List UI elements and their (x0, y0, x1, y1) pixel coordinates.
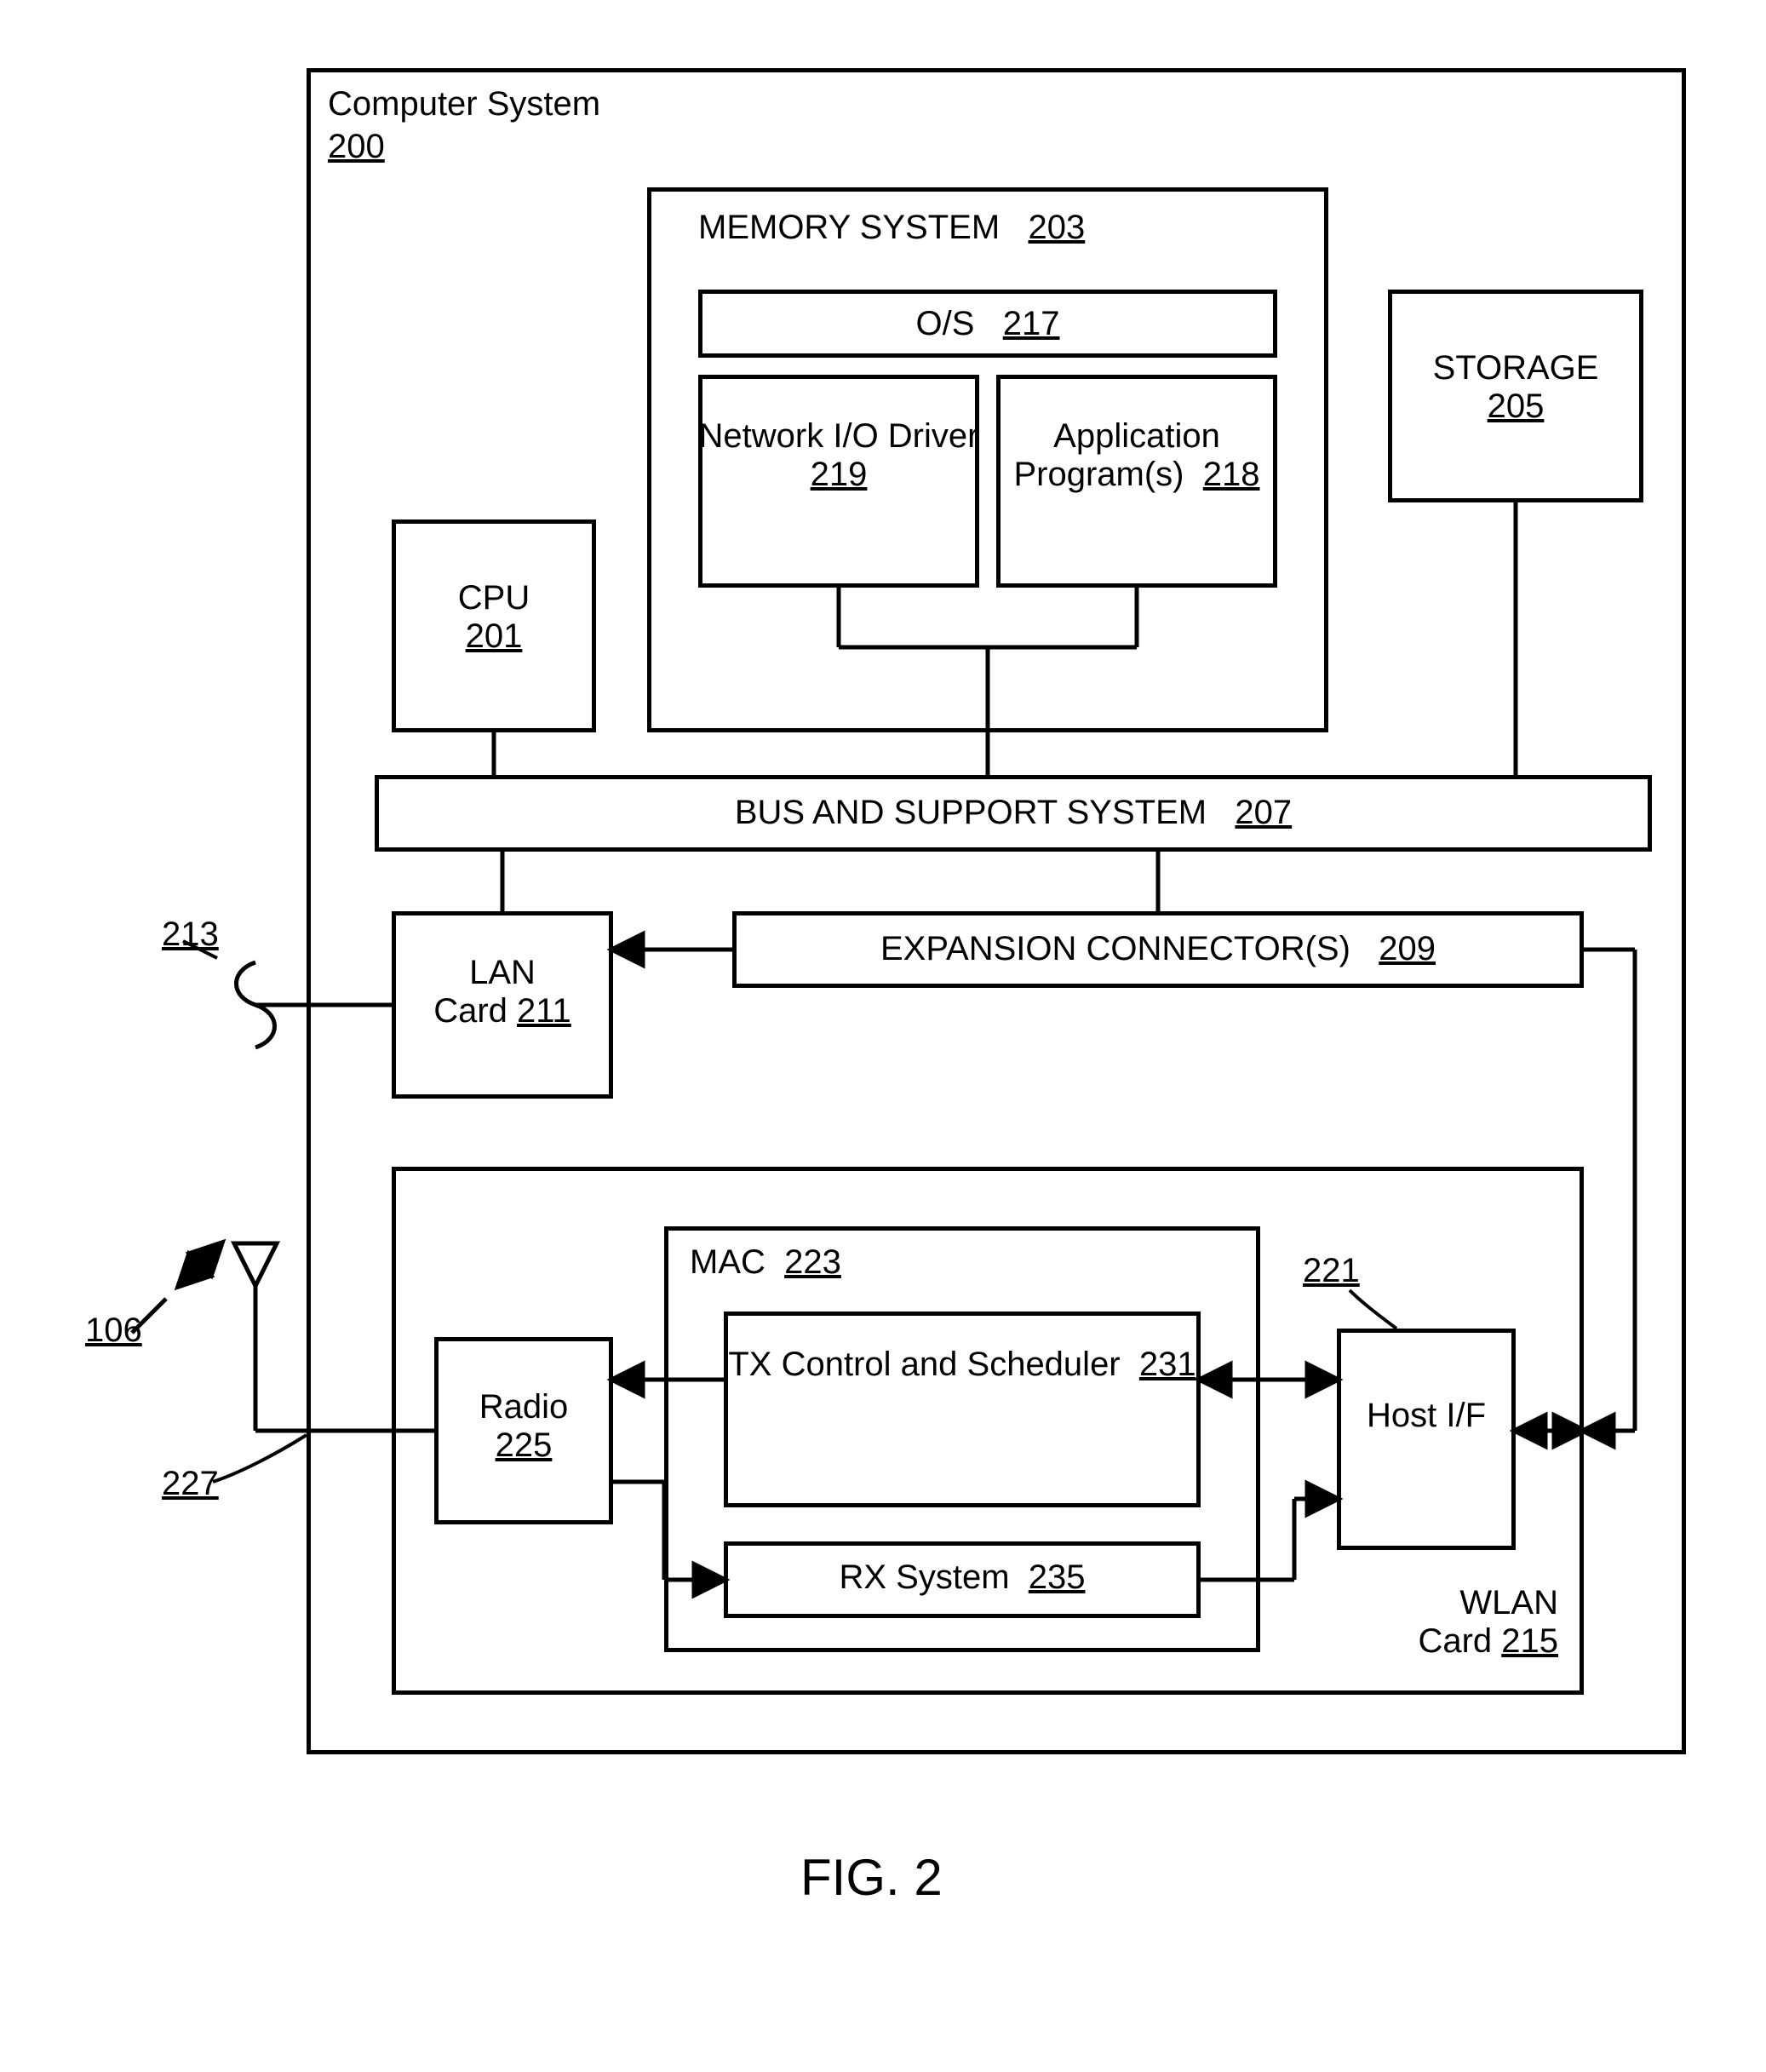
label-bus: BUS AND SUPPORT SYSTEM 207 (375, 794, 1652, 832)
ref-106: 106 (85, 1312, 142, 1350)
ref-221: 221 (1303, 1252, 1360, 1290)
label-cpu: CPU 201 (392, 579, 596, 656)
label-memory-system: MEMORY SYSTEM 203 (698, 209, 1085, 247)
label-storage: STORAGE 205 (1388, 349, 1643, 426)
ref-213: 213 (162, 915, 219, 954)
ref-227: 227 (162, 1465, 219, 1503)
label-tx: TX Control and Scheduler 231 (724, 1346, 1201, 1384)
label-expansion: EXPANSION CONNECTOR(S) 209 (732, 930, 1584, 968)
label-os: O/S 217 (698, 305, 1277, 343)
diagram-canvas: Computer System 200 CPU 201 MEMORY SYSTE… (34, 34, 1732, 2038)
label-lan-card: LANCard 211 (392, 954, 613, 1030)
label-mac: MAC 223 (690, 1243, 841, 1282)
box-tx (724, 1312, 1201, 1507)
label-radio: Radio 225 (434, 1388, 613, 1465)
label-app-prog: Application Program(s) 218 (996, 417, 1277, 494)
ref-computer-system: 200 (328, 128, 385, 166)
box-hostif (1337, 1329, 1516, 1550)
label-hostif: Host I/F (1337, 1397, 1516, 1435)
figure-label: FIG. 2 (800, 1848, 943, 1907)
label-wlan-card: WLANCard 215 (1362, 1584, 1558, 1661)
label-computer-system: Computer System (328, 85, 600, 123)
label-rx: RX System 235 (724, 1558, 1201, 1597)
label-net-driver: Network I/O Driver 219 (698, 417, 979, 494)
